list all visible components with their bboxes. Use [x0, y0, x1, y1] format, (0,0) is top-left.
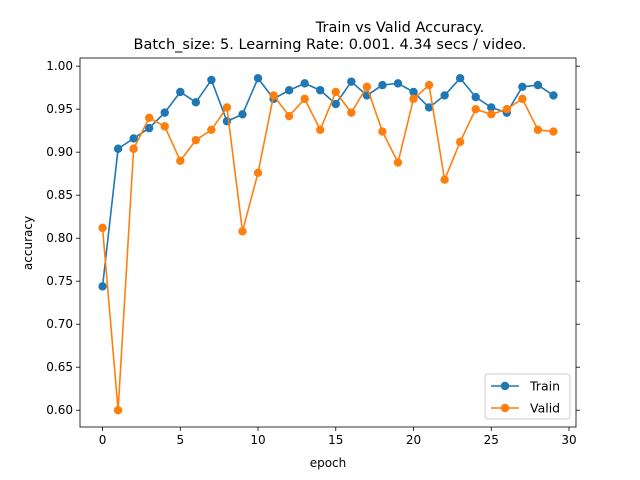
y-axis-label: accuracy: [21, 216, 35, 270]
valid-point: [269, 91, 278, 100]
y-tick-label: 0.75: [46, 274, 73, 288]
valid-series-line: [101, 84, 554, 412]
train-point: [409, 87, 418, 97]
train-point: [518, 82, 527, 92]
valid-point: [144, 113, 154, 122]
train-point: [238, 110, 247, 119]
train-series: [98, 74, 558, 291]
x-axis-label: epoch: [310, 456, 347, 470]
train-point: [129, 134, 138, 143]
valid-point: [502, 104, 512, 114]
y-tick-label: 1.00: [46, 59, 73, 73]
valid-point: [331, 87, 340, 97]
x-tick-label: 25: [484, 433, 499, 447]
legend-valid-label: Valid: [530, 401, 560, 416]
valid-point: [253, 168, 263, 178]
valid-point: [362, 82, 372, 92]
valid-point: [549, 127, 558, 136]
valid-point: [176, 156, 185, 165]
valid-point: [440, 175, 449, 184]
y-tick-label: 0.70: [46, 317, 73, 331]
train-point: [300, 79, 309, 88]
train-point: [316, 86, 325, 95]
x-tick-label: 20: [406, 433, 421, 447]
y-tick-label: 0.65: [46, 360, 73, 374]
axes-frame: [79, 57, 577, 428]
train-point: [440, 91, 449, 100]
train-point: [253, 74, 263, 83]
train-point: [160, 108, 169, 117]
train-point: [222, 117, 232, 126]
series-layer: [98, 74, 558, 415]
train-point: [284, 86, 294, 95]
train-point: [424, 103, 434, 112]
valid-point: [424, 80, 434, 90]
valid-point: [129, 144, 138, 153]
y-tick-label: 0.95: [46, 102, 73, 116]
x-tick-label: 15: [328, 433, 343, 447]
train-point: [393, 79, 403, 88]
legend-train-marker: [500, 381, 510, 391]
valid-point: [487, 110, 496, 119]
train-point: [533, 80, 543, 90]
valid-point: [113, 406, 123, 415]
train-point: [455, 74, 465, 83]
train-point: [471, 92, 480, 102]
train-point: [347, 77, 356, 86]
valid-point: [316, 125, 325, 135]
valid-point: [378, 127, 387, 136]
train-point: [113, 144, 123, 153]
y-tick-label: 0.80: [46, 231, 73, 245]
valid-point: [409, 94, 418, 104]
valid-point: [98, 223, 107, 233]
valid-point: [160, 122, 169, 131]
x-tick-label: 5: [176, 433, 184, 447]
valid-point: [455, 137, 465, 147]
valid-point: [518, 94, 527, 104]
valid-point: [347, 108, 356, 117]
valid-point: [393, 158, 403, 167]
legend-items: Train Valid: [491, 379, 560, 416]
train-point: [191, 98, 201, 107]
legend-valid-marker: [500, 403, 510, 413]
ticks-layer: 0 5 10 15 20 25 30 0.60 0.65 0.70 0.75 0.80 0.85 0.90…: [46, 59, 580, 447]
valid-point: [284, 111, 294, 121]
train-point: [549, 91, 558, 100]
x-tick-label: 0: [99, 433, 107, 447]
y-tick-label: 0.85: [46, 188, 73, 202]
valid-point: [533, 125, 543, 135]
train-point: [378, 80, 387, 90]
legend-train-label: Train: [529, 379, 560, 394]
train-point: [487, 103, 496, 112]
train-point: [98, 282, 107, 291]
x-tick-label: 10: [250, 433, 265, 447]
chart-title: Train vs Valid Accuracy.: [315, 20, 484, 36]
train-point: [176, 87, 185, 97]
valid-point: [238, 227, 247, 236]
y-tick-label: 0.90: [46, 145, 73, 159]
plot-area: 0 5 10 15 20 25 30 0.60 0.65 0.70 0.75 0.80 0.85 0.90…: [46, 57, 580, 447]
legend: Train Valid: [484, 373, 571, 420]
valid-point: [471, 104, 480, 114]
train-point: [207, 75, 216, 85]
train-point: [144, 123, 154, 133]
chart-subtitle: Batch_size: 5. Learning Rate: 0.001. 4.3…: [134, 37, 527, 53]
valid-point: [222, 103, 232, 112]
valid-series: [98, 80, 558, 415]
valid-point: [191, 135, 201, 145]
y-tick-label: 0.60: [46, 403, 73, 417]
valid-point: [207, 125, 216, 135]
x-tick-label: 30: [561, 433, 576, 447]
valid-point: [300, 94, 309, 104]
train-point: [331, 99, 340, 109]
